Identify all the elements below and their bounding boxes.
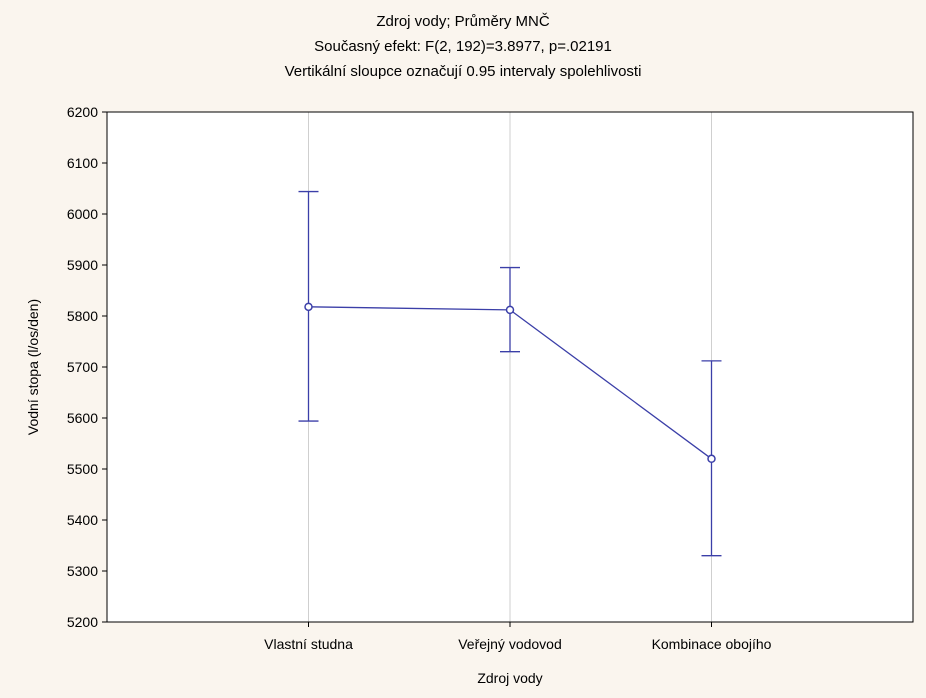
- x-tick-label: Kombinace obojího: [652, 636, 772, 652]
- x-axis-label: Zdroj vody: [477, 670, 542, 686]
- y-tick-label: 5400: [67, 512, 98, 528]
- chart-note: Vertikální sloupce označují 0.95 interva…: [284, 63, 642, 80]
- chart-title: Zdroj vody; Průměry MNČ: [376, 13, 550, 30]
- data-point: [707, 454, 716, 464]
- x-tick-label: Vlastní studna: [264, 636, 353, 652]
- y-tick-label: 5500: [67, 461, 98, 477]
- y-tick-label: 5600: [67, 410, 98, 426]
- y-tick-label: 6100: [67, 155, 98, 171]
- y-tick-label: 5900: [67, 257, 98, 273]
- y-tick-label: 5300: [67, 563, 98, 579]
- y-tick-label: 5200: [67, 614, 98, 630]
- y-tick-label: 5700: [67, 359, 98, 375]
- x-tick-label: Veřejný vodovod: [458, 636, 562, 652]
- y-tick-label: 6200: [67, 104, 98, 120]
- chart-subtitle: Současný efekt: F(2, 192)=3.8977, p=.021…: [314, 38, 612, 55]
- y-axis-label: Vodní stopa (l/os/den): [25, 299, 41, 435]
- series-layer: [298, 190, 722, 557]
- axes: 5200 5300 5400 5500 5600 5700 5800 5900 6000 6100…: [67, 104, 914, 652]
- data-point: [505, 305, 515, 315]
- y-tick-label: 5800: [67, 308, 98, 324]
- y-tick-label: 6000: [67, 206, 98, 222]
- data-point: [304, 302, 313, 312]
